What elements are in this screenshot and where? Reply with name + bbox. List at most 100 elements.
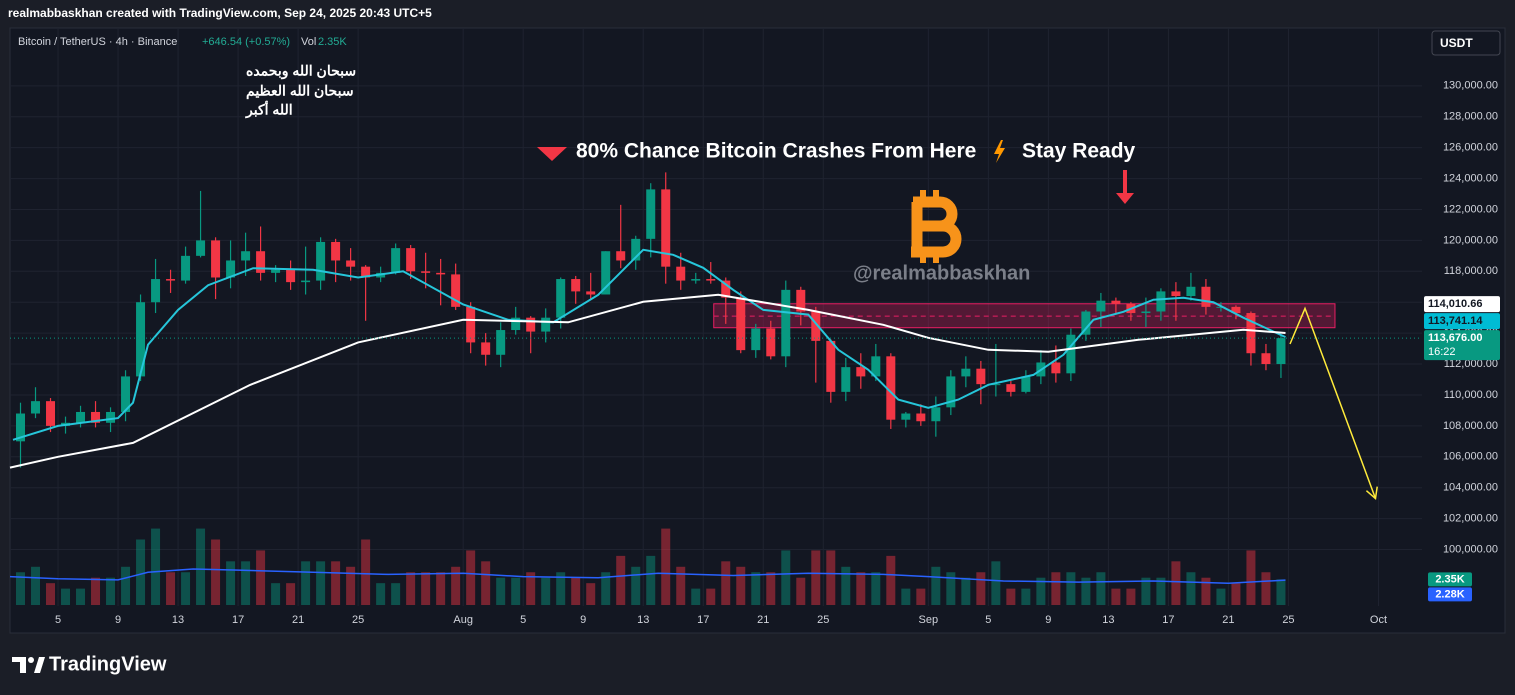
volume-bar: [91, 577, 101, 605]
volume-bar: [376, 583, 386, 605]
candle-body: [451, 274, 461, 307]
volume-bar: [1021, 588, 1031, 605]
volume-bar: [166, 572, 176, 605]
volume-bar: [526, 572, 536, 605]
candle-body: [541, 317, 551, 332]
volume-bar: [766, 572, 776, 605]
header: realmabbaskhan created with TradingView.…: [8, 6, 432, 20]
line-layer: [9, 248, 1422, 500]
volume-bar: [451, 566, 461, 605]
candle-body: [616, 251, 626, 261]
x-tick-label: 25: [1282, 614, 1294, 626]
candle-body: [1066, 334, 1076, 374]
candle-body: [361, 266, 371, 278]
candle-body: [886, 356, 896, 420]
candle-body: [136, 302, 146, 377]
volume-bar: [226, 561, 236, 605]
candle-body: [256, 251, 266, 273]
moving-average-line: [12, 248, 1286, 441]
x-tick-label: 9: [580, 614, 586, 626]
volume-bar: [1111, 588, 1121, 605]
volume-ma-line: [9, 568, 1286, 584]
bitcoin-b: [911, 196, 962, 258]
volume-bar: [541, 577, 551, 605]
candle-body: [646, 189, 656, 239]
candle-body: [766, 328, 776, 357]
volume-bar: [286, 583, 296, 605]
volume-bar: [406, 572, 416, 605]
volume-bar: [646, 555, 656, 605]
price-label-box: [1424, 313, 1500, 330]
volume-bar: [916, 588, 926, 605]
candle-body: [991, 384, 1001, 386]
candle-body: [1201, 286, 1211, 307]
volume-bar: [886, 555, 896, 605]
volume-bar: [811, 550, 821, 605]
arrow-head: [1116, 193, 1134, 204]
volume-bar: [931, 566, 941, 605]
y-tick-label: 130,000.00: [1443, 80, 1498, 92]
x-tick-label: 25: [817, 614, 829, 626]
y-tick-label: 100,000.00: [1443, 543, 1498, 555]
candle-body: [811, 311, 821, 341]
currency[interactable]: USDT: [1440, 36, 1473, 50]
x-tick-label: 9: [1045, 614, 1051, 626]
candle-body: [1261, 353, 1271, 365]
y-tick-label: 112,000.00: [1444, 358, 1498, 370]
candle-body: [931, 407, 941, 422]
currency-box[interactable]: [1431, 30, 1501, 56]
volume-bar: [76, 588, 86, 605]
candle-body: [676, 266, 686, 281]
candle-body: [316, 241, 326, 281]
candle-body: [1171, 291, 1181, 297]
footer-logo-icon: [12, 657, 45, 673]
candle-body: [946, 376, 956, 408]
price-label: 113,741.14: [1428, 315, 1483, 327]
candle-body: [1186, 286, 1196, 297]
volume-bar: [301, 561, 311, 605]
candle-body: [286, 269, 296, 283]
candle-body: [526, 317, 536, 332]
volume-bar: [241, 561, 251, 605]
volume-bar: [571, 577, 581, 605]
down-triangle-icon: [537, 147, 567, 161]
candle-body: [1246, 313, 1256, 354]
volume-caption: Vol: [301, 36, 316, 48]
volume-bar: [676, 566, 686, 605]
volume-label: 2.28K: [1435, 588, 1464, 600]
volume-bar: [421, 572, 431, 605]
x-tick-label: 17: [232, 614, 244, 626]
candle-body: [1081, 311, 1091, 335]
price-label: 114,010.66: [1428, 298, 1482, 310]
candle-body: [226, 260, 236, 278]
x-tick-label: Aug: [453, 614, 473, 626]
y-tick-label: 106,000.00: [1443, 451, 1498, 463]
volume-bar: [661, 528, 671, 605]
x-tick-label: 13: [172, 614, 184, 626]
logo-part: [12, 657, 26, 673]
x-tick-label: 9: [115, 614, 121, 626]
logo-part: [28, 657, 34, 663]
volume-bar: [436, 572, 446, 605]
volume-bar: [181, 572, 191, 605]
candle-body: [1141, 311, 1151, 314]
candle-body: [841, 367, 851, 392]
x-tick-label: 5: [55, 614, 61, 626]
volume-bar: [781, 550, 791, 605]
candle-body: [661, 189, 671, 267]
y-tick-label: 126,000.00: [1443, 142, 1498, 154]
candle-body: [241, 251, 251, 261]
volume-bar: [586, 583, 596, 605]
candle-body: [1021, 376, 1031, 392]
footer-logo: TradingView: [49, 653, 167, 675]
candle-body: [901, 413, 911, 420]
volume-bar: [856, 572, 866, 605]
candle-body: [271, 269, 281, 273]
candle-body: [631, 238, 641, 261]
y-tick-label: 118,000.00: [1444, 265, 1498, 277]
candle-body: [571, 279, 581, 292]
x-tick-label: 21: [1222, 614, 1234, 626]
volume-bar: [136, 539, 146, 605]
volume-bar: [1156, 577, 1166, 605]
bitcoin-logo: [911, 190, 962, 263]
